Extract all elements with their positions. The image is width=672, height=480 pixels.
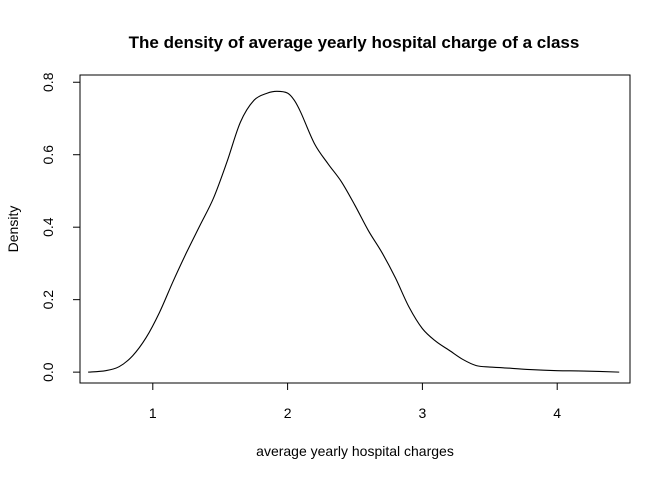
x-axis: 1 2 3 4 [149, 382, 561, 421]
chart-title: The density of average yearly hospital c… [129, 33, 580, 52]
y-tick-label: 0.6 [40, 145, 56, 165]
x-tick-label: 2 [284, 405, 292, 421]
y-axis-label: Density [5, 206, 21, 253]
x-axis-label: average yearly hospital charges [256, 443, 454, 459]
y-tick-label: 0.4 [40, 217, 56, 237]
x-tick-label: 1 [149, 405, 157, 421]
plot-frame [79, 74, 631, 384]
y-tick-label: 0.0 [40, 362, 56, 382]
y-tick-label: 0.8 [40, 72, 56, 92]
y-tick-label: 0.2 [40, 290, 56, 310]
y-axis: 0.0 0.2 0.4 0.6 0.8 [40, 72, 81, 382]
x-tick-label: 3 [419, 405, 427, 421]
density-curve [88, 90, 620, 373]
x-tick-label: 4 [553, 405, 561, 421]
